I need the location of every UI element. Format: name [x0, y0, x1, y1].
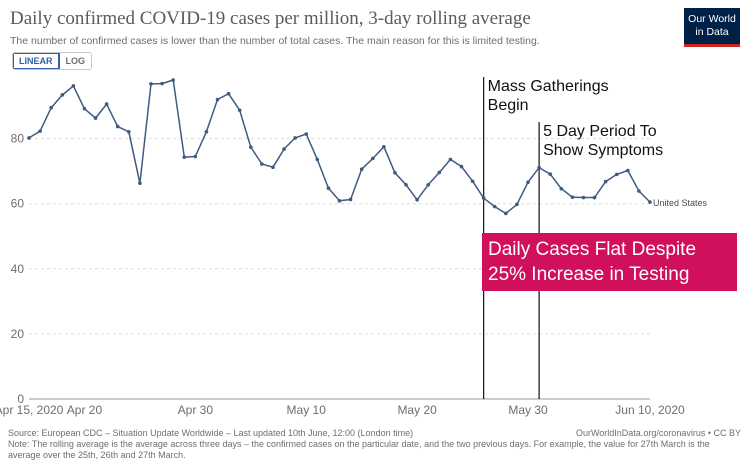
data-point — [370, 156, 375, 161]
x-tick-label: May 30 — [508, 403, 548, 417]
data-point — [38, 129, 42, 133]
callout-background — [482, 233, 737, 291]
data-point — [49, 105, 53, 110]
data-point — [614, 172, 619, 177]
y-tick-label: 0 — [17, 392, 24, 406]
data-point — [171, 78, 175, 82]
data-point — [260, 162, 264, 166]
data-point — [603, 179, 608, 184]
data-point — [60, 93, 65, 97]
linear-scale-button[interactable]: LINEAR — [13, 53, 60, 69]
x-tick-label: May 10 — [287, 403, 327, 417]
data-point — [570, 195, 575, 199]
data-point — [592, 195, 597, 200]
data-point — [492, 204, 497, 209]
chart-title: Daily confirmed COVID-19 cases per milli… — [10, 8, 531, 29]
chart-subtitle: The number of confirmed cases is lower t… — [10, 35, 540, 47]
scale-toggle[interactable]: LINEAR LOG — [12, 52, 92, 70]
annotation-label: Begin — [488, 97, 529, 114]
data-point — [293, 136, 297, 140]
data-point — [415, 197, 419, 202]
logo-line-2: in Data — [695, 26, 729, 38]
note-text: Note: The rolling average is the average… — [8, 439, 710, 460]
callout-text: 25% Increase in Testing — [488, 264, 689, 285]
data-point — [138, 181, 142, 185]
data-point — [648, 200, 652, 204]
data-point — [337, 198, 342, 203]
data-point — [271, 165, 275, 170]
data-point — [559, 186, 564, 191]
data-point — [637, 189, 641, 193]
data-point — [82, 106, 87, 111]
y-tick-label: 80 — [11, 132, 25, 146]
data-point — [626, 168, 630, 173]
data-point — [248, 145, 253, 149]
data-point — [426, 183, 431, 187]
data-point — [237, 108, 242, 113]
data-point — [526, 180, 530, 185]
owid-logo[interactable]: Our World in Data — [684, 8, 740, 47]
data-point — [448, 157, 453, 162]
y-tick-label: 20 — [11, 327, 25, 341]
data-point — [504, 211, 508, 216]
data-point — [226, 91, 231, 96]
data-point — [127, 129, 131, 134]
data-point — [215, 97, 220, 102]
data-point — [182, 155, 187, 159]
x-tick-label: Jun 10, 2020 — [615, 403, 685, 417]
callout-text: Daily Cases Flat Despite — [488, 239, 696, 260]
data-point — [459, 164, 464, 169]
source-text: Source: European CDC – Situation Update … — [8, 428, 414, 438]
data-point — [115, 124, 120, 129]
data-point — [382, 144, 386, 149]
data-point — [359, 167, 364, 171]
data-point — [548, 172, 552, 176]
data-point — [193, 154, 198, 159]
data-point — [470, 179, 475, 184]
x-tick-label: May 20 — [397, 403, 437, 417]
data-point — [71, 84, 76, 88]
data-point — [27, 136, 31, 140]
data-point — [149, 82, 153, 86]
x-tick-label: Apr 15, 2020 — [0, 403, 64, 417]
data-point — [393, 170, 397, 175]
data-point — [304, 132, 309, 136]
x-tick-label: Apr 20 — [67, 403, 103, 417]
logo-line-1: Our World — [688, 13, 736, 25]
x-tick-label: Apr 30 — [178, 403, 214, 417]
data-point — [348, 197, 353, 202]
data-point — [160, 81, 164, 86]
data-point — [104, 102, 109, 106]
annotation-label: 5 Day Period To — [543, 123, 657, 140]
data-point — [315, 157, 320, 162]
data-point — [204, 129, 209, 134]
data-point — [326, 186, 331, 190]
data-point — [93, 116, 98, 120]
data-point — [537, 165, 541, 170]
annotation-label: Mass Gatherings — [488, 78, 609, 95]
data-point — [437, 170, 442, 175]
log-scale-button[interactable]: LOG — [59, 53, 91, 69]
data-point — [581, 195, 586, 200]
data-point — [404, 183, 408, 187]
annotation-label: Show Symptoms — [543, 142, 663, 159]
y-tick-label: 60 — [11, 197, 25, 211]
data-point — [282, 147, 286, 151]
callout-box: Daily Cases Flat Despite 25% Increase in … — [482, 233, 737, 291]
data-point — [481, 196, 486, 200]
y-tick-label: 40 — [11, 262, 25, 276]
line-chart: 0 20 40 60 80 Apr 15, 2020 Apr 20 Apr 30 May 10 M… — [0, 77, 737, 417]
data-point — [515, 202, 519, 207]
source-link[interactable]: OurWorldInData.org/coronavirus • CC BY — [575, 428, 741, 438]
series-label: United States — [653, 198, 708, 208]
chart-footer: Source: European CDC – Situation Update … — [8, 428, 741, 461]
